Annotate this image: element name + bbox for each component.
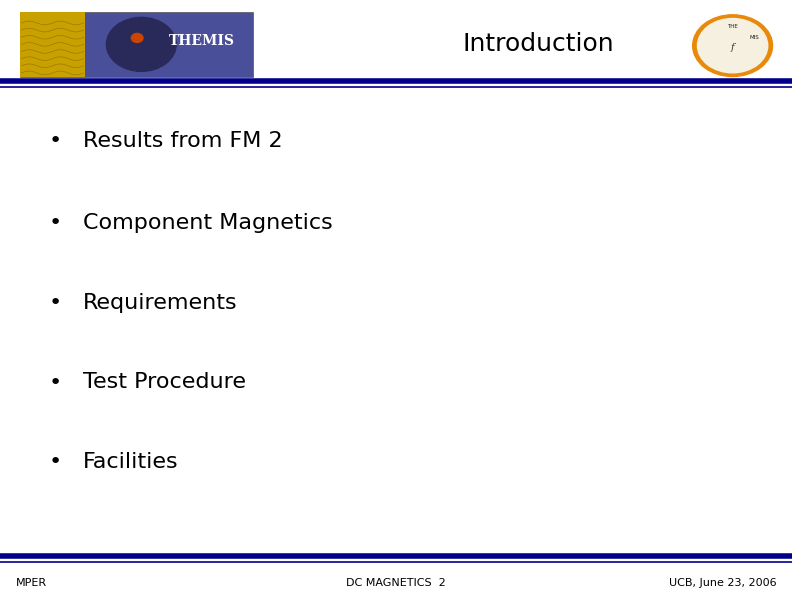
Text: •: • [49,131,62,151]
Circle shape [106,17,177,72]
Text: UCB, June 23, 2006: UCB, June 23, 2006 [668,578,776,588]
Text: DC MAGNETICS  2: DC MAGNETICS 2 [346,578,446,588]
Text: THE: THE [727,24,738,29]
Text: •: • [49,452,62,472]
Text: •: • [49,373,62,392]
Text: MIS: MIS [750,35,760,40]
Circle shape [131,34,143,42]
Text: Introduction: Introduction [463,32,615,56]
Circle shape [698,18,767,73]
Text: Requirements: Requirements [83,293,238,313]
Text: f: f [731,43,734,51]
FancyBboxPatch shape [20,12,253,76]
Text: Test Procedure: Test Procedure [83,373,246,392]
Text: Component Magnetics: Component Magnetics [83,214,333,233]
Text: •: • [49,214,62,233]
Text: THEMIS: THEMIS [169,34,235,48]
Text: Results from FM 2: Results from FM 2 [83,131,283,151]
FancyBboxPatch shape [20,12,86,76]
Text: •: • [49,293,62,313]
Text: MPER: MPER [16,578,47,588]
Circle shape [693,15,772,76]
Text: Facilities: Facilities [83,452,179,472]
